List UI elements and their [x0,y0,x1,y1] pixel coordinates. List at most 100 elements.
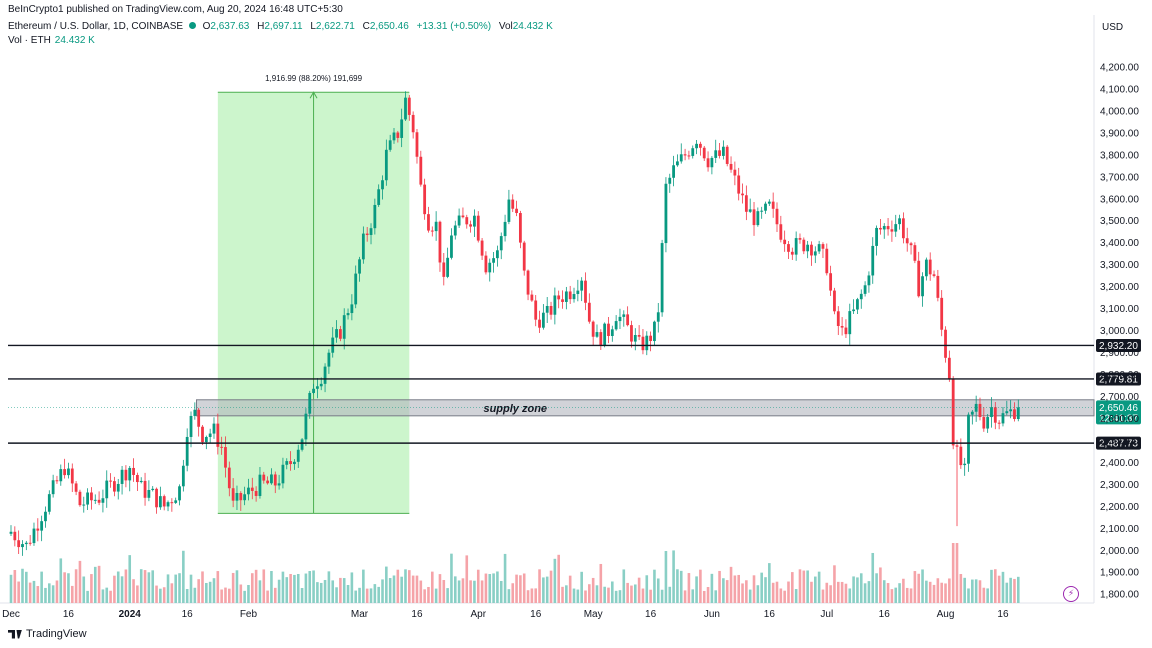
candle-body [32,528,36,544]
volume-bar [239,584,243,603]
volume-bar [381,579,384,603]
lightning-icon[interactable]: ⚡ [1063,586,1079,602]
volume-bar [220,589,223,603]
candle-body [404,97,407,120]
volume-bar [97,565,101,603]
candle-body [905,238,909,244]
close-label: C [362,21,370,32]
candle-body [691,148,695,156]
volume-indicator-label[interactable]: Vol · ETH [8,35,51,46]
level-label-bg [1096,338,1141,352]
volume-bar [595,585,599,603]
volume-bar [450,553,453,603]
volume-bar [132,579,135,603]
volume-bar [373,584,377,603]
candle-body [867,275,871,286]
volume-bar [672,550,675,603]
candle-body [293,461,296,465]
volume-bar [32,580,36,603]
candle-body [890,229,894,232]
candle-body [212,423,216,434]
volume-bar [802,570,806,603]
y-tick-label: 3,200.00 [1100,282,1139,293]
candle-body [664,183,668,244]
candle-body [304,413,308,440]
volume-bar [116,571,120,603]
candle-body [718,150,721,156]
candle-body [1001,413,1005,424]
volume-bar [461,578,465,603]
volume-bar [714,590,718,603]
volume-bar [951,543,955,603]
volume-bar [59,558,63,603]
x-tick-label: Apr [470,609,486,620]
volume-bar [247,584,250,603]
candle-body [453,225,457,236]
volume-bar [936,578,940,603]
candle-body [166,502,170,507]
volume-bar [224,587,227,603]
volume-bar [817,571,821,603]
y-tick-label: 2,600.00 [1100,414,1139,425]
volume-bar [212,578,216,603]
volume-bar [128,555,132,603]
volume-bar [17,581,20,603]
volume-bar [733,575,737,603]
candle-body [587,302,591,322]
volume-bar [959,574,963,603]
volume-bar [25,571,28,603]
candle-body [944,329,947,358]
volume-bar [990,569,993,603]
candle-body [775,208,779,225]
volume-bar [388,578,392,603]
volume-bar [545,576,549,603]
candle-body [158,496,162,508]
volume-bar [549,570,553,603]
low-label: L [310,21,316,32]
volume-bar [806,570,809,603]
candle-body [580,280,584,291]
measure-arrow-head [309,91,318,99]
candle-body [660,243,664,313]
candle-body [323,366,327,384]
y-tick-label: 3,600.00 [1100,194,1139,205]
candle-body [733,169,737,176]
candle-body [492,258,495,263]
symbol-name[interactable]: Ethereum / U.S. Dollar, 1D, COINBASE [8,21,184,32]
candle-body [1013,409,1016,420]
candle-body [844,327,848,335]
volume-bar [580,571,583,603]
y-tick-label: 2,000.00 [1100,546,1139,557]
candle-body [810,244,813,256]
candle-body [185,436,189,466]
volume-bar [729,566,733,603]
candle-body [277,483,281,486]
volume-bar [848,588,852,603]
candle-body [17,540,21,548]
candle-body [817,244,821,252]
volume-bar [844,583,848,603]
candle-body [423,184,427,215]
volume-bar [1016,576,1020,603]
volume-bar [396,569,400,603]
candle-body [197,409,201,427]
candle-body [595,332,599,337]
volume-bar [836,581,840,603]
candle-body [653,321,656,342]
candle-body [879,227,882,230]
volume-bar [476,569,480,603]
volume-bar [898,583,901,603]
candle-body [875,227,878,246]
candle-body [852,309,855,312]
volume-bar [679,570,683,603]
y-tick-label: 3,700.00 [1100,172,1139,183]
candle-body [178,486,181,501]
candle-body [128,467,132,481]
candle-body [484,255,488,273]
currency-label[interactable]: USD [1102,22,1124,33]
publisher-line: BeInCrypto1 published on TradingView.com… [8,4,343,15]
volume-bar [155,585,158,603]
candle-body [36,528,40,531]
volume-bar [768,563,771,603]
